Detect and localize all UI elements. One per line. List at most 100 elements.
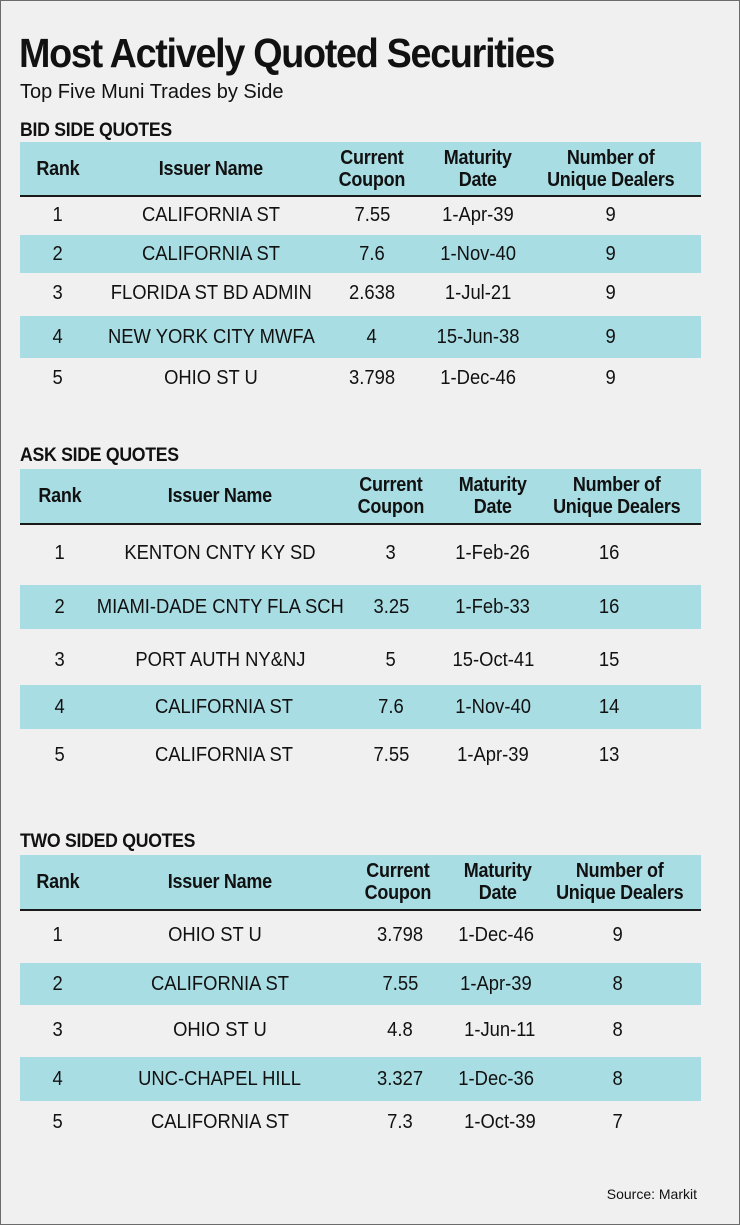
maturity-cell: 1-Dec-46 <box>458 924 534 946</box>
coupon-cell: 3.327 <box>376 1068 424 1090</box>
dealers-cell: 16 <box>598 596 620 618</box>
table-row: 2 MIAMI-DADE CNTY FLA SCH 3.25 1-Feb-33 … <box>20 585 701 629</box>
source-note: Source: Markit <box>606 1186 697 1202</box>
issuer-header: Issuer Name <box>167 871 273 893</box>
maturity-cell: 1-Apr-39 <box>457 744 529 766</box>
coupon-header: Current Coupon <box>364 860 432 904</box>
dealers-cell: 9 <box>605 282 617 304</box>
issuer-cell: CALIFORNIA ST <box>150 1111 290 1133</box>
coupon-cell: 7.55 <box>354 204 390 226</box>
rank-cell: 4 <box>54 696 66 718</box>
page-subtitle: Top Five Muni Trades by Side <box>20 81 284 103</box>
dealers-cell: 8 <box>612 973 624 995</box>
coupon-cell: 3.798 <box>348 367 396 389</box>
dealers-cell: 8 <box>612 1019 624 1041</box>
maturity-cell: 1-Apr-39 <box>460 973 532 995</box>
rank-header: Rank <box>38 485 82 507</box>
table-row: 5 CALIFORNIA ST 7.55 1-Apr-39 13 <box>20 733 701 777</box>
maturity-cell: 1-Feb-26 <box>455 542 531 564</box>
maturity-cell: 1-Nov-40 <box>455 696 531 718</box>
maturity-cell: 15-Oct-41 <box>452 649 534 671</box>
rank-cell: 3 <box>52 282 64 304</box>
issuer-cell: OHIO ST U <box>164 367 258 389</box>
dealers-cell: 7 <box>612 1111 624 1133</box>
issuer-cell: KENTON CNTY KY SD <box>124 542 316 564</box>
dealers-cell: 9 <box>605 243 617 265</box>
maturity-cell: 1-Oct-39 <box>464 1111 536 1133</box>
table-row: 3 FLORIDA ST BD ADMIN 2.638 1-Jul-21 9 <box>20 274 701 312</box>
maturity-header: Maturity Date <box>444 146 512 191</box>
rank-cell: 2 <box>54 596 66 618</box>
maturity-cell: 1-Jun-11 <box>464 1019 536 1041</box>
issuer-cell: CALIFORNIA ST <box>154 696 294 718</box>
dealers-cell: 8 <box>612 1068 624 1090</box>
rank-cell: 1 <box>54 542 66 564</box>
maturity-cell: 1-Feb-33 <box>455 596 531 618</box>
maturity-cell: 1-Dec-36 <box>458 1068 534 1090</box>
table-row: 4 UNC-CHAPEL HILL 3.327 1-Dec-36 8 <box>20 1057 701 1101</box>
table-row: 5 OHIO ST U 3.798 1-Dec-46 9 <box>20 359 701 397</box>
dealers-cell: 9 <box>612 924 624 946</box>
section-title: TWO SIDED QUOTES <box>20 831 196 852</box>
issuer-cell: UNC-CHAPEL HILL <box>138 1068 302 1090</box>
rank-cell: 1 <box>52 924 64 946</box>
rank-cell: 5 <box>52 367 64 389</box>
maturity-cell: 1-Jul-21 <box>444 282 512 304</box>
dealers-cell: 14 <box>598 696 620 718</box>
table-row: 1 OHIO ST U 3.798 1-Dec-46 9 <box>20 917 701 953</box>
rank-cell: 2 <box>52 973 64 995</box>
issuer-cell: FLORIDA ST BD ADMIN <box>110 282 312 304</box>
rank-cell: 4 <box>52 1068 64 1090</box>
coupon-cell: 7.55 <box>382 973 418 995</box>
coupon-header: Current Coupon <box>338 146 406 191</box>
issuer-cell: PORT AUTH NY&NJ <box>134 649 306 671</box>
rank-cell: 3 <box>52 1019 64 1041</box>
dealers-cell: 15 <box>598 649 620 671</box>
issuer-cell: CALIFORNIA ST <box>141 243 281 265</box>
table-row: 3 OHIO ST U 4.8 1-Jun-11 8 <box>20 1011 701 1049</box>
page-title: Most Actively Quoted Securities <box>19 30 555 76</box>
coupon-cell: 4.8 <box>387 1019 413 1041</box>
coupon-cell: 5 <box>385 649 397 671</box>
dealers-cell: 9 <box>605 204 617 226</box>
table-row: 3 PORT AUTH NY&NJ 5 15-Oct-41 15 <box>20 638 701 682</box>
coupon-cell: 7.3 <box>387 1111 413 1133</box>
issuer-cell: OHIO ST U <box>168 924 262 946</box>
rank-cell: 5 <box>54 744 66 766</box>
dealers-header: Number of Unique Dealers <box>556 860 684 904</box>
dealers-cell: 13 <box>598 744 620 766</box>
issuer-header: Issuer Name <box>167 485 273 507</box>
issuer-header: Issuer Name <box>158 157 264 180</box>
rank-header: Rank <box>36 871 80 893</box>
table-row: 1 KENTON CNTY KY SD 3 1-Feb-26 16 <box>20 531 701 575</box>
rank-cell: 4 <box>52 326 64 348</box>
coupon-cell: 3.25 <box>373 596 409 618</box>
rank-header: Rank <box>36 157 80 180</box>
issuer-cell: CALIFORNIA ST <box>150 973 290 995</box>
maturity-cell: 1-Apr-39 <box>442 204 514 226</box>
table-row: 2 CALIFORNIA ST 7.6 1-Nov-40 9 <box>20 235 701 273</box>
coupon-cell: 7.6 <box>378 696 404 718</box>
section-title: ASK SIDE QUOTES <box>20 445 179 466</box>
dealers-cell: 9 <box>605 367 617 389</box>
dealers-cell: 16 <box>598 542 620 564</box>
table-row: 1 CALIFORNIA ST 7.55 1-Apr-39 9 <box>20 198 701 232</box>
coupon-cell: 7.6 <box>359 243 385 265</box>
table-row: 4 CALIFORNIA ST 7.6 1-Nov-40 14 <box>20 685 701 729</box>
issuer-cell: CALIFORNIA ST <box>154 744 294 766</box>
rank-cell: 2 <box>52 243 64 265</box>
rank-cell: 3 <box>54 649 66 671</box>
table-header: Rank Issuer Name Current Coupon Maturity… <box>20 142 701 197</box>
dealers-header: Number of Unique Dealers <box>547 146 675 191</box>
dealers-header: Number of Unique Dealers <box>553 474 681 518</box>
maturity-cell: 1-Nov-40 <box>440 243 516 265</box>
coupon-cell: 2.638 <box>348 282 396 304</box>
maturity-header: Maturity Date <box>459 474 527 518</box>
section-title: BID SIDE QUOTES <box>20 120 172 141</box>
issuer-cell: OHIO ST U <box>173 1019 267 1041</box>
coupon-header: Current Coupon <box>357 474 425 518</box>
table-row: 2 CALIFORNIA ST 7.55 1-Apr-39 8 <box>20 963 701 1005</box>
table-header: Rank Issuer Name Current Coupon Maturity… <box>20 469 701 525</box>
rank-cell: 5 <box>52 1111 64 1133</box>
